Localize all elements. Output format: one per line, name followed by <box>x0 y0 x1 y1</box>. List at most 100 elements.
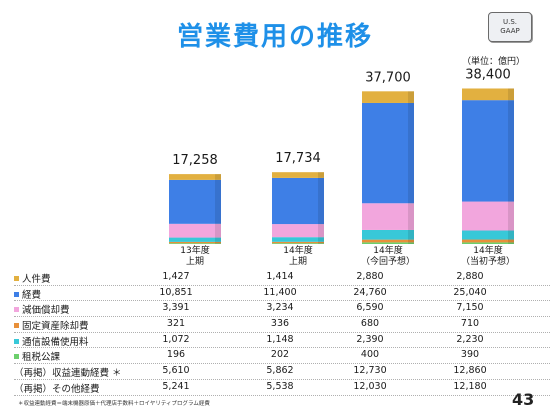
category-label: 上期 <box>289 256 307 267</box>
bar-segment <box>169 241 221 244</box>
row-label: 減価償却費 <box>14 302 70 316</box>
category-label: 上期 <box>186 256 204 267</box>
bar-total-label: 37,700 <box>365 70 411 85</box>
bar-segment <box>272 241 324 244</box>
bar-segment <box>362 242 414 244</box>
bar-segment <box>169 174 221 180</box>
bar-stack <box>272 172 324 244</box>
legend-swatch <box>14 276 19 281</box>
bar-total-label: 38,400 <box>465 67 511 82</box>
table-row: 租税公課 196 202 400 390 <box>14 348 550 365</box>
table-cell: 710 <box>460 318 480 330</box>
table-cell: 5,538 <box>266 380 294 392</box>
bar-segment <box>462 230 514 240</box>
bar-segment <box>462 239 514 243</box>
table-cell: 336 <box>270 318 290 330</box>
bar-segment <box>169 243 221 244</box>
row-label: 経費 <box>14 287 41 301</box>
page-title: 営業費用の推移 <box>176 22 373 52</box>
bar-segment <box>362 91 414 103</box>
stacked-bar-chart: 17,25813年度上期17,73414年度上期37,70014年度（今回予想）… <box>169 67 515 267</box>
footnote: ＊収益連動経費＝端末機器原価＋代理店手数料＋ロイヤリティプログラム経費 <box>18 401 210 407</box>
table-cell: 5,610 <box>162 365 190 377</box>
bar-segment <box>462 88 514 101</box>
badge-line-2: GAAP <box>500 27 520 35</box>
table-row: 固定資産除却費 321 336 680 710 <box>14 317 550 333</box>
legend-swatch <box>14 338 19 344</box>
row-label: （再掲）その他経費 <box>14 381 100 395</box>
row-label-text: 減価償却費 <box>22 305 70 317</box>
bar-segment <box>169 223 221 238</box>
bar-shade <box>215 174 221 244</box>
legend-swatch <box>14 307 19 313</box>
table-cell: 2,880 <box>456 271 484 282</box>
table-cell: 7,150 <box>456 302 484 314</box>
row-label-text: 租税公課 <box>22 352 61 364</box>
table-cell: 1,148 <box>266 333 294 345</box>
table-cell: 400 <box>360 349 380 361</box>
bar-segment <box>462 201 514 231</box>
table-row: （再掲）収益連動経費 ＊ 5,610 5,862 12,730 12,860 <box>14 364 550 380</box>
category-label: （今回予想） <box>361 255 415 267</box>
bar-segment <box>169 237 221 242</box>
row-label-text: （再掲）収益連動経費 ＊ <box>14 368 122 380</box>
bar-total-label: 17,734 <box>275 151 321 166</box>
bar-segment <box>272 237 324 242</box>
bar-segment <box>462 242 514 244</box>
table-cell: 12,860 <box>453 365 487 377</box>
category-label: 14年度 <box>373 244 402 256</box>
bar-stack <box>362 91 414 244</box>
bar-segment <box>272 224 324 238</box>
row-label-text: 経費 <box>22 289 42 301</box>
table-cell: 12,180 <box>453 380 487 392</box>
table-row: 減価償却費 3,391 3,234 6,590 7,150 <box>14 301 550 318</box>
table-cell: 1,072 <box>162 333 190 345</box>
table-cell: 5,862 <box>266 365 294 377</box>
table-cell: 3,391 <box>162 302 190 314</box>
row-label-text: （再掲）その他経費 <box>14 383 100 395</box>
bar-shade <box>508 88 514 244</box>
row-label-text: 通信設備使用料 <box>22 336 89 348</box>
table-cell: 202 <box>270 349 290 361</box>
gaap-badge: U.S. GAAP <box>488 12 532 42</box>
table-cell: 12,030 <box>353 380 387 392</box>
bar-segment <box>362 102 414 204</box>
category-label: （当初予想） <box>461 255 515 267</box>
row-label: 人件費 <box>14 271 51 285</box>
row-label: （再掲）収益連動経費 ＊ <box>14 365 122 379</box>
table-cell: 3,234 <box>266 302 294 314</box>
bar-segment <box>362 203 414 230</box>
legend-swatch <box>14 291 19 297</box>
table-row: 人件費 1,427 1,414 2,880 2,880 <box>14 270 550 286</box>
table-cell: 2,230 <box>456 333 484 345</box>
bar-shade <box>408 91 414 244</box>
table-cell: 11,400 <box>263 286 297 298</box>
row-label-text: 固定資産除却費 <box>22 321 89 333</box>
table-cell: 680 <box>360 318 380 330</box>
bar-segment <box>272 172 324 178</box>
legend-swatch <box>14 354 19 360</box>
table-cell: 390 <box>460 349 480 361</box>
table-cell: 1,427 <box>162 271 190 282</box>
page-number: 43 <box>512 390 535 409</box>
table-cell: 24,760 <box>353 286 387 298</box>
row-label: 通信設備使用料 <box>14 334 89 348</box>
table-cell: 1,414 <box>266 271 294 282</box>
table-cell: 6,590 <box>356 302 384 314</box>
bar-segment <box>362 229 414 240</box>
table-cell: 12,730 <box>353 365 387 377</box>
bar-segment <box>362 239 414 243</box>
badge-line-1: U.S. <box>502 18 518 26</box>
table-cell: 5,241 <box>162 380 190 392</box>
bar-segment <box>272 177 324 225</box>
bar-shade <box>318 172 324 244</box>
bar-stack <box>462 88 514 244</box>
row-label: 固定資産除却費 <box>14 318 89 332</box>
bar-segment <box>462 100 514 202</box>
row-label-text: 人件費 <box>22 274 51 285</box>
table-cell: 2,390 <box>356 333 384 345</box>
table-row: 通信設備使用料 1,072 1,148 2,390 2,230 <box>14 333 550 349</box>
legend-swatch <box>14 323 19 329</box>
table-cell: 321 <box>166 318 186 330</box>
bar-segment <box>169 179 221 224</box>
